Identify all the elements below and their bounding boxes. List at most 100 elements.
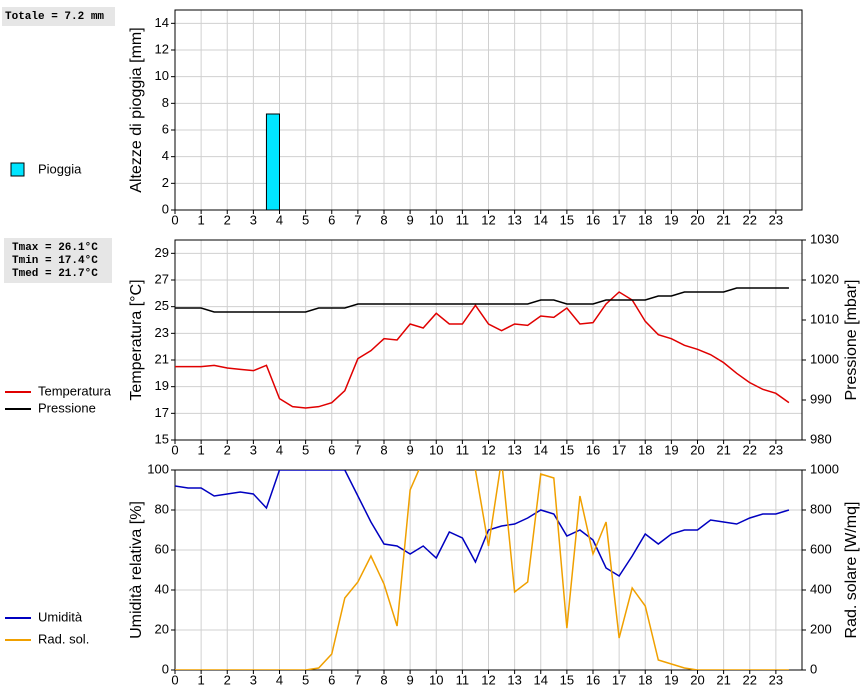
x-tick-label: 20 [690,672,704,687]
line [175,470,789,670]
plot-frame [174,469,803,671]
y-tick-label: 27 [155,271,169,286]
x-tick-label: 6 [328,672,335,687]
x-tick-label: 11 [456,672,470,687]
legend-label: Rad. sol. [38,631,89,646]
y-tick-label: 10 [155,68,169,83]
x-tick-label: 2 [224,212,231,227]
x-tick-label: 16 [586,442,600,457]
x-tick-label: 8 [380,212,387,227]
y2-tick-label: 400 [810,581,832,596]
x-tick-label: 0 [171,212,178,227]
y2-axis-label: Pressione [mbar] [843,280,860,401]
x-tick-label: 17 [612,672,626,687]
x-tick-label: 17 [612,442,626,457]
x-tick-label: 20 [690,442,704,457]
x-tick-label: 3 [250,672,257,687]
annotation-box [2,7,115,26]
legend-swatch [10,162,25,177]
y-tick-label: 29 [155,245,169,260]
x-tick-label: 8 [380,442,387,457]
y2-tick-label: 1030 [810,231,839,246]
x-tick-label: 17 [612,212,626,227]
y-tick-label: 12 [155,41,169,56]
x-tick-label: 23 [769,212,783,227]
x-tick-label: 7 [354,442,361,457]
x-tick-label: 3 [250,442,257,457]
x-tick-label: 12 [481,442,495,457]
x-tick-label: 14 [534,212,548,227]
y-tick-label: 6 [162,121,169,136]
legend-label: Umidità [38,609,83,624]
y2-tick-label: 990 [810,391,832,406]
y-tick-label: 19 [155,378,169,393]
y-tick-label: 25 [155,298,169,313]
y-tick-label: 14 [155,15,169,30]
plot-frame [174,239,803,441]
x-tick-label: 5 [302,672,309,687]
x-tick-label: 4 [276,672,283,687]
x-tick-label: 18 [638,442,652,457]
legend-label: Pioggia [38,161,82,176]
x-tick-label: 5 [302,442,309,457]
x-tick-label: 16 [586,672,600,687]
x-tick-label: 15 [560,442,574,457]
y-tick-label: 20 [155,621,169,636]
x-tick-label: 2 [224,442,231,457]
y-tick-label: 80 [155,501,169,516]
x-tick-label: 0 [171,672,178,687]
y-axis-label: Altezze di pioggia [mm] [128,27,145,192]
y2-tick-label: 1000 [810,351,839,366]
x-tick-label: 12 [481,212,495,227]
x-tick-label: 12 [481,672,495,687]
x-tick-label: 8 [380,672,387,687]
x-tick-label: 21 [716,212,730,227]
line [175,470,790,578]
x-tick-label: 21 [716,672,730,687]
annotation: Totale = 7.2 mm [5,11,104,23]
annotation: Tmin = 17.4°C [12,255,98,267]
annotation: Tmed = 21.7°C [12,268,98,280]
annotation-box [4,238,112,283]
x-tick-label: 7 [354,212,361,227]
y-tick-label: 2 [162,175,169,190]
x-tick-label: 1 [198,672,205,687]
y-tick-label: 21 [155,351,169,366]
x-tick-label: 4 [276,212,283,227]
y2-tick-label: 800 [810,501,832,516]
x-tick-label: 22 [743,212,757,227]
x-tick-label: 14 [534,442,548,457]
x-tick-label: 22 [743,672,757,687]
x-tick-label: 13 [507,672,521,687]
x-tick-label: 23 [769,442,783,457]
line [175,291,790,409]
y-tick-label: 17 [155,405,169,420]
plot-area [175,470,790,670]
y-axis-label: Temperatura [°C] [128,279,145,400]
x-tick-label: 1 [198,442,205,457]
x-tick-label: 1 [198,212,205,227]
x-tick-label: 16 [586,212,600,227]
x-tick-label: 15 [560,212,574,227]
x-tick-label: 10 [429,442,443,457]
y-tick-label: 0 [162,661,169,676]
y2-tick-label: 600 [810,541,832,556]
x-tick-label: 20 [690,212,704,227]
x-tick-label: 3 [250,212,257,227]
y-tick-label: 100 [147,461,169,476]
y2-axis-label: Rad. solare [W/mq] [843,502,860,639]
x-tick-label: 19 [664,212,678,227]
x-tick-label: 11 [456,442,470,457]
x-tick-label: 23 [769,672,783,687]
x-tick-label: 18 [638,212,652,227]
y-tick-label: 60 [155,541,169,556]
x-tick-label: 14 [534,672,548,687]
line [175,287,789,313]
y-axis-label: Umidità relativa [%] [128,501,145,639]
y-tick-label: 0 [162,201,169,216]
y2-tick-label: 1020 [810,271,839,286]
x-tick-label: 4 [276,442,283,457]
y-tick-label: 8 [162,95,169,110]
plot-area [175,287,790,409]
